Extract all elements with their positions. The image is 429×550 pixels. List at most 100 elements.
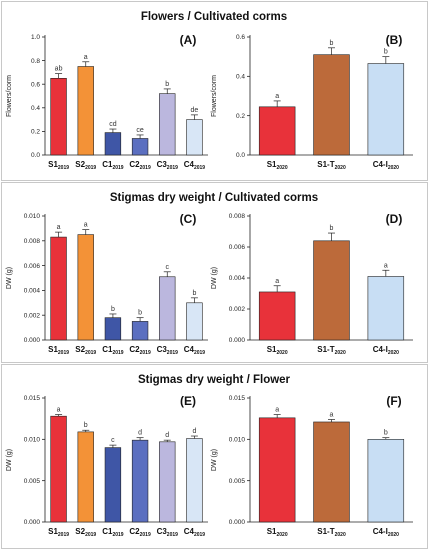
significance-letter: d — [165, 432, 169, 439]
panel-letter: (F) — [386, 394, 401, 408]
category-year: 2019 — [112, 532, 123, 538]
y-axis-label: DW (g) — [6, 449, 13, 471]
section-frame-1 — [1, 1, 428, 181]
category-name: C4 — [184, 160, 195, 169]
category-name: C3 — [157, 160, 168, 169]
bar-s1-t — [313, 240, 350, 341]
category-label: C4-I2020 — [373, 160, 399, 171]
y-tick-label: 0.015 — [229, 395, 246, 402]
category-name: C3 — [157, 345, 168, 354]
category-label: C42019 — [184, 160, 206, 171]
significance-letter: d — [138, 430, 142, 437]
panel-letter: (E) — [180, 394, 196, 408]
y-tick-label: 0.010 — [24, 437, 41, 444]
bar-s1-t — [313, 421, 350, 523]
category-name: S1 — [48, 345, 58, 354]
category-label: S1-T2020 — [317, 345, 346, 356]
bar-c1 — [104, 317, 122, 341]
y-tick-label: 0.008 — [229, 213, 246, 220]
y-tick-label: 0.0 — [236, 152, 245, 159]
bar-s1 — [50, 415, 67, 523]
category-name: C2 — [129, 345, 140, 354]
category-year: 2019 — [140, 532, 151, 538]
category-label: C12019 — [102, 527, 124, 538]
y-tick-label: 0.6 — [236, 34, 245, 41]
category-name: S2 — [75, 527, 85, 536]
y-tick-label: 0.006 — [24, 263, 41, 270]
category-label: C32019 — [157, 160, 179, 171]
category-label: C12019 — [102, 345, 124, 356]
significance-letter: cd — [109, 121, 117, 128]
category-label: C42019 — [184, 345, 206, 356]
category-label: S22019 — [75, 527, 96, 538]
category-label: S12020 — [267, 345, 288, 356]
category-label: C12019 — [102, 160, 124, 171]
category-name: S1-T — [317, 160, 334, 169]
category-year: 2020 — [277, 165, 288, 171]
y-tick-label: 0.000 — [24, 337, 41, 344]
panel-letter: (C) — [180, 212, 197, 226]
y-tick-label: 0.015 — [24, 395, 41, 402]
category-label: S12019 — [48, 160, 69, 171]
category-year: 2019 — [58, 165, 69, 171]
section-title-1: Flowers / Cultivated corms — [141, 11, 287, 23]
category-name: C4-I — [373, 527, 388, 536]
category-year: 2019 — [112, 350, 123, 356]
y-tick-label: 0.000 — [24, 519, 41, 526]
category-name: C2 — [129, 160, 140, 169]
y-tick-label: 0.2 — [31, 129, 40, 136]
category-year: 2019 — [85, 532, 96, 538]
y-axis-label: Flowers/corm — [211, 75, 218, 117]
section-frame-2 — [1, 182, 428, 363]
bar-c4-i — [367, 439, 405, 523]
y-tick-label: 0.005 — [24, 478, 41, 485]
category-name: C4-I — [373, 160, 388, 169]
significance-letter: b — [384, 430, 388, 437]
category-year: 2020 — [388, 532, 399, 538]
category-name: C2 — [129, 527, 140, 536]
category-name: S2 — [75, 160, 85, 169]
significance-letter: a — [275, 278, 279, 285]
section-title-3: Stigmas dry weight / Flower — [138, 374, 291, 386]
bar-s2 — [77, 431, 94, 523]
bar-s1 — [50, 236, 67, 341]
y-tick-label: 0.6 — [31, 81, 40, 88]
category-year: 2020 — [388, 350, 399, 356]
category-year: 2020 — [277, 532, 288, 538]
category-label: C22019 — [129, 160, 151, 171]
y-tick-label: 0.004 — [229, 275, 246, 282]
section-title-2: Stigmas dry weight / Cultivated corms — [110, 192, 318, 204]
significance-letter: b — [192, 290, 196, 297]
y-tick-label: 0.004 — [24, 288, 41, 295]
y-tick-label: 0.008 — [24, 238, 41, 245]
category-name: S1 — [267, 160, 277, 169]
category-name: S1-T — [317, 527, 334, 536]
y-tick-label: 0.4 — [31, 105, 40, 112]
category-name: S1 — [48, 527, 58, 536]
significance-letter: a — [57, 224, 61, 231]
category-year: 2019 — [194, 165, 205, 171]
y-tick-label: 0.002 — [229, 306, 246, 313]
bar-c2 — [131, 138, 149, 156]
significance-letter: a — [330, 411, 334, 418]
category-name: C1 — [102, 527, 113, 536]
category-label: S22019 — [75, 345, 96, 356]
category-year: 2019 — [140, 350, 151, 356]
category-label: S22019 — [75, 160, 96, 171]
bar-c4 — [186, 302, 203, 341]
category-label: C22019 — [129, 527, 151, 538]
category-year: 2019 — [58, 532, 69, 538]
significance-letter: b — [138, 310, 142, 317]
category-name: S1 — [267, 345, 277, 354]
panel-0: (A)0.00.20.40.60.81.0Flowers/cormabS1201… — [6, 33, 208, 171]
y-tick-label: 0.8 — [31, 58, 40, 65]
category-year: 2019 — [58, 350, 69, 356]
bar-s2 — [77, 66, 94, 156]
category-label: C32019 — [157, 527, 179, 538]
category-label: C22019 — [129, 345, 151, 356]
panel-letter: (D) — [386, 212, 403, 226]
